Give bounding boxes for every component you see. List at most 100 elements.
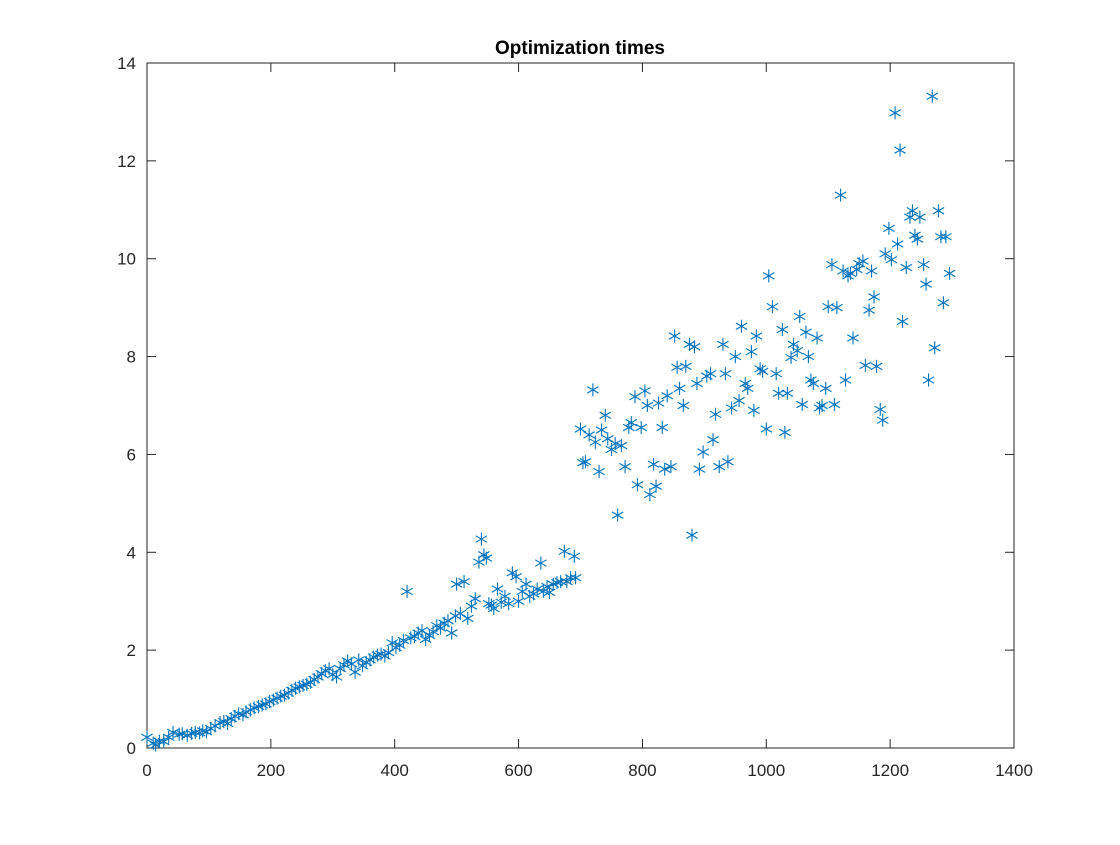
data-point (554, 575, 567, 589)
data-point (870, 359, 883, 373)
data-point (943, 266, 956, 280)
data-point (747, 403, 760, 417)
y-tick-label: 6 (127, 445, 136, 464)
data-point (819, 381, 832, 395)
data-point (920, 277, 932, 291)
data-point (661, 389, 674, 403)
chart-title: Optimization times (495, 38, 665, 59)
data-point (167, 725, 179, 739)
data-point (502, 597, 515, 611)
data-point (828, 398, 841, 412)
data-point (709, 407, 722, 421)
data-point (863, 303, 875, 317)
data-point (622, 421, 635, 435)
data-point (679, 359, 692, 373)
data-point (450, 577, 463, 591)
data-point (534, 556, 547, 570)
data-point (816, 399, 828, 412)
data-point (772, 386, 785, 400)
data-point (725, 401, 738, 415)
data-point (882, 221, 895, 235)
y-tick-label: 0 (127, 739, 136, 758)
x-tick-label: 200 (257, 761, 285, 780)
data-point (939, 230, 952, 244)
data-point (830, 301, 843, 315)
data-point (704, 367, 717, 381)
data-point (673, 381, 686, 395)
data-point (643, 488, 656, 502)
data-point (458, 575, 470, 589)
data-point (932, 204, 945, 218)
data-point (658, 462, 671, 476)
data-point (586, 383, 599, 397)
data-point (491, 582, 504, 596)
data-point (141, 730, 153, 744)
data-point (579, 455, 592, 469)
data-point (876, 413, 889, 427)
data-point (834, 188, 847, 202)
data-point (760, 422, 773, 436)
data-point (800, 325, 812, 339)
data-point (635, 421, 648, 435)
data-point (189, 725, 202, 739)
data-point (639, 384, 651, 398)
data-point (913, 210, 926, 224)
data-point (776, 323, 789, 337)
data-point (719, 367, 732, 381)
data-point (232, 707, 245, 721)
axes-box (146, 62, 1015, 749)
data-point (739, 376, 752, 390)
data-point (793, 309, 806, 323)
data-point (847, 331, 859, 345)
data-point (593, 465, 605, 479)
data-point (859, 358, 872, 372)
data-point (922, 373, 935, 387)
x-tick-label: 1400 (995, 761, 1033, 780)
data-point (896, 314, 909, 328)
x-tick-label: 400 (381, 761, 409, 780)
data-point (520, 577, 532, 591)
data-point (928, 341, 941, 355)
data-point (926, 89, 939, 103)
data-point (656, 421, 669, 435)
data-point (721, 455, 734, 469)
data-point (349, 665, 361, 679)
data-point (461, 611, 474, 625)
data-point (741, 381, 754, 395)
data-point (750, 329, 763, 343)
data-points (141, 89, 956, 752)
data-point (839, 373, 852, 387)
data-point (153, 734, 166, 748)
data-point (668, 329, 681, 343)
data-point (650, 479, 662, 493)
data-point (510, 570, 522, 584)
data-point (583, 428, 596, 442)
data-point (677, 399, 690, 412)
y-tick-label: 8 (127, 348, 136, 367)
data-point (874, 402, 887, 416)
data-point (802, 350, 815, 364)
data-point (568, 549, 581, 563)
data-point (691, 376, 703, 390)
data-point (693, 462, 706, 476)
data-point (487, 602, 500, 616)
data-point (480, 551, 493, 565)
data-point (937, 296, 950, 310)
x-tick-label: 1000 (747, 761, 785, 780)
data-point (157, 735, 170, 749)
data-point (885, 253, 898, 267)
data-point (173, 727, 186, 741)
data-point (558, 544, 571, 558)
data-point (401, 584, 414, 598)
x-tick-label: 1200 (871, 761, 909, 780)
data-point (697, 445, 710, 459)
data-point (595, 423, 608, 437)
data-point (652, 396, 665, 410)
data-point (865, 264, 878, 278)
data-point (807, 376, 820, 390)
data-point (200, 725, 213, 739)
data-point (589, 435, 602, 449)
data-point (756, 364, 769, 378)
